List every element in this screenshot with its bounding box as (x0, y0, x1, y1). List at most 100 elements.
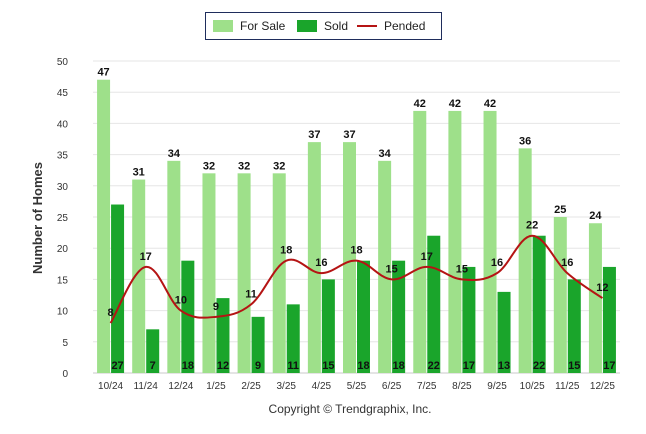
sold-bar (602, 266, 616, 373)
x-axis-ticks: 10/24 11/24 12/24 1/25 2/25 3/25 4/25 5/25 6/25 7… (98, 381, 615, 392)
y-tick-label: 5 (62, 338, 68, 349)
for-sale-value-label: 32 (273, 160, 285, 172)
y-tick-label: 40 (57, 119, 69, 130)
legend-label: Pended (384, 19, 425, 33)
for-sale-value-label: 32 (238, 160, 250, 172)
for-sale-value-label: 34 (379, 148, 392, 160)
sold-bar (146, 329, 160, 373)
pended-line-path (109, 234, 604, 324)
for-sale-value-label: 42 (449, 98, 461, 110)
sold-value-label: 11 (287, 360, 299, 372)
legend-label: Sold (324, 19, 348, 33)
data-labels: 47 27 31 7 34 18 32 12 32 9 32 11 37 15 37 18 34 18 42 22 42… (97, 67, 615, 372)
pended-value-label: 22 (526, 220, 538, 232)
pended-value-label: 17 (140, 251, 152, 263)
y-tick-label: 0 (62, 369, 68, 380)
sold-value-label: 9 (255, 360, 261, 372)
sold-bar (286, 304, 300, 373)
for-sale-bar (272, 173, 286, 373)
sold-bar (392, 260, 406, 373)
for-sale-bar (343, 142, 356, 373)
pended-line (109, 234, 604, 324)
legend-label: For Sale (240, 19, 286, 33)
x-tick-label: 10/25 (520, 381, 545, 392)
for-sale-bar (307, 142, 321, 373)
for-sale-value-label: 42 (414, 98, 426, 110)
for-sale-bar (132, 179, 146, 373)
bars (97, 79, 616, 374)
y-axis-title: Number of Homes (30, 162, 45, 274)
sold-value-label: 18 (182, 360, 194, 372)
sold-value-label: 7 (150, 360, 156, 372)
y-tick-label: 10 (57, 307, 69, 318)
pended-value-label: 16 (315, 257, 327, 269)
for-sale-value-label: 31 (133, 167, 145, 179)
pended-value-label: 11 (245, 288, 257, 300)
sold-bar (497, 291, 511, 373)
for-sale-value-label: 42 (484, 98, 496, 110)
y-tick-label: 20 (57, 244, 69, 255)
x-tick-label: 1/25 (206, 381, 226, 392)
for-sale-bar (167, 160, 181, 373)
pended-value-label: 18 (350, 245, 362, 257)
for-sale-bar (588, 223, 602, 373)
for-sale-bar (448, 110, 462, 374)
for-sale-bar (97, 79, 111, 373)
x-tick-label: 9/25 (487, 381, 507, 392)
x-tick-label: 11/25 (555, 381, 580, 392)
x-tick-label: 12/25 (590, 381, 615, 392)
gridlines (93, 60, 620, 374)
x-tick-label: 11/24 (134, 381, 159, 392)
y-tick-label: 15 (57, 275, 69, 286)
sold-value-label: 18 (393, 360, 405, 372)
for-sale-bar (202, 173, 216, 373)
pended-value-label: 15 (386, 263, 398, 275)
sold-bar (357, 260, 370, 373)
for-sale-bar (237, 173, 251, 373)
sold-value-label: 22 (428, 360, 440, 372)
sold-bar (181, 260, 195, 373)
sold-value-label: 13 (498, 360, 510, 372)
sold-bar (462, 266, 476, 373)
x-tick-label: 3/25 (276, 381, 296, 392)
pended-value-label: 12 (596, 282, 608, 294)
for-sale-bar (483, 110, 497, 374)
x-tick-label: 4/25 (312, 381, 332, 392)
legend-swatch (297, 20, 317, 32)
pended-value-label: 16 (561, 257, 573, 269)
legend-box (205, 12, 442, 40)
y-tick-label: 30 (57, 182, 69, 193)
sold-value-label: 18 (357, 360, 369, 372)
x-tick-label: 12/24 (168, 381, 193, 392)
for-sale-bar (518, 148, 532, 373)
pended-value-label: 17 (421, 251, 433, 263)
y-tick-label: 45 (57, 88, 69, 99)
for-sale-value-label: 24 (589, 210, 602, 222)
x-tick-label: 5/25 (347, 381, 367, 392)
y-axis-ticks: 0 5 10 15 20 25 30 35 40 45 50 (57, 57, 69, 380)
pended-value-label: 18 (280, 245, 292, 257)
pended-value-label: 9 (213, 301, 219, 313)
for-sale-value-label: 37 (343, 129, 355, 141)
y-tick-label: 35 (57, 151, 69, 162)
pended-value-label: 8 (108, 307, 114, 319)
for-sale-bar (553, 217, 567, 373)
y-tick-label: 50 (57, 57, 69, 68)
sold-value-label: 17 (603, 360, 615, 372)
for-sale-value-label: 37 (308, 129, 320, 141)
x-tick-label: 2/25 (241, 381, 261, 392)
x-tick-label: 8/25 (452, 381, 472, 392)
pended-value-label: 10 (175, 295, 187, 307)
sold-bar (111, 204, 125, 373)
x-tick-label: 10/24 (98, 381, 123, 392)
x-tick-label: 7/25 (417, 381, 437, 392)
sold-value-label: 12 (217, 360, 229, 372)
sold-bar (567, 279, 581, 373)
copyright-text: Copyright © Trendgraphix, Inc. (269, 402, 432, 416)
legend: For Sale Sold Pended (205, 12, 442, 40)
pended-value-label: 16 (491, 257, 503, 269)
for-sale-value-label: 25 (554, 204, 566, 216)
legend-swatch (213, 20, 233, 32)
sold-value-label: 27 (111, 360, 123, 372)
